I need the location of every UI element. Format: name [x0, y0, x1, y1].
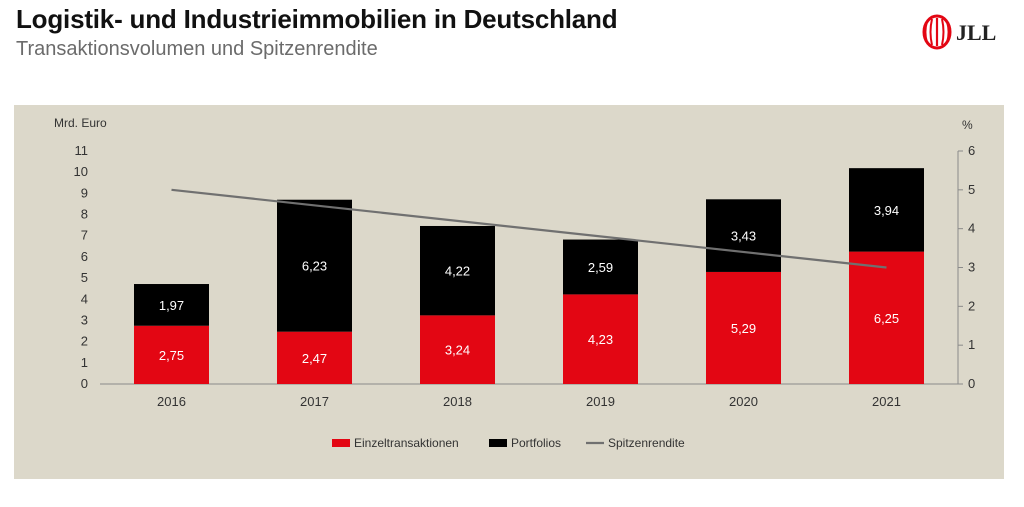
- x-axis-labels: 2016 2017 2018 2019 2020 2021: [157, 394, 901, 409]
- bar-portfolios: [849, 168, 924, 252]
- x-tick-label: 2020: [729, 394, 758, 409]
- y-tick-label: 7: [81, 228, 88, 243]
- bar-data-label: 3,94: [874, 203, 899, 218]
- chart-area: 0 1 2 3 4 5 6 7 8 9 10 11 0 1 2 3 4 5 6 2,75 1,97 2,47 6,23 3…: [14, 105, 1004, 479]
- bar-data-label: 1,97: [159, 298, 184, 313]
- y2-tick-label: 3: [968, 260, 975, 275]
- y-axis-unit-label: Mrd. Euro: [54, 116, 107, 130]
- rendite-line-layer: [171, 188, 887, 269]
- bar-data-label: 4,23: [588, 332, 613, 347]
- bar-einzeltransaktionen: [563, 294, 638, 384]
- x-tick-label: 2019: [586, 394, 615, 409]
- logo-text: JLL: [956, 20, 996, 45]
- y2-axis-unit-label: %: [962, 118, 973, 132]
- bar-portfolios: [706, 199, 781, 272]
- bar-data-label: 3,24: [445, 343, 470, 358]
- legend-label: Einzeltransaktionen: [354, 436, 459, 450]
- y2-tick-label: 5: [968, 182, 975, 197]
- bar-einzeltransaktionen: [420, 315, 495, 384]
- y-tick-label: 10: [74, 164, 88, 179]
- chart-subtitle: Transaktionsvolumen und Spitzenrendite: [16, 38, 378, 60]
- y-tick-label: 4: [81, 291, 88, 306]
- y2-tick-label: 0: [968, 376, 975, 391]
- legend-swatch-einzeltransaktionen: [332, 439, 350, 447]
- legend: Einzeltransaktionen Portfolios Spitzenrend…: [332, 436, 685, 450]
- y-tick-label: 0: [81, 376, 88, 391]
- bars: [134, 168, 924, 384]
- y-tick-label: 1: [81, 355, 88, 370]
- y-tick-label: 5: [81, 270, 88, 285]
- left-axis: 0 1 2 3 4 5 6 7 8 9 10 11: [74, 143, 88, 391]
- y-tick-label: 11: [75, 143, 89, 158]
- bar-data-label: 6,25: [874, 311, 899, 326]
- bar-einzeltransaktionen: [277, 331, 352, 384]
- spitzenrendite-line: [171, 188, 887, 269]
- bar-einzeltransaktionen: [706, 271, 781, 384]
- jll-logo-mark-icon: [922, 14, 952, 50]
- legend-swatch-portfolios: [489, 439, 507, 447]
- chart-svg: 0 1 2 3 4 5 6 7 8 9 10 11 0 1 2 3 4 5 6 2,75 1,97 2,47 6,23 3…: [54, 116, 975, 450]
- bar-data-label: 6,23: [302, 259, 327, 274]
- bar-data-label: 4,22: [445, 264, 470, 279]
- y2-tick-label: 6: [968, 143, 975, 158]
- bar-data-label: 2,47: [302, 351, 327, 366]
- bar-labels: 2,75 1,97 2,47 6,23 3,24 4,22 4,23 2,59 5,29 3,43…: [159, 203, 899, 366]
- legend-label: Portfolios: [511, 436, 561, 450]
- bar-einzeltransaktionen: [849, 251, 924, 384]
- y2-tick-label: 4: [968, 221, 975, 236]
- bar-data-label: 2,59: [588, 260, 613, 275]
- y2-tick-label: 2: [968, 298, 975, 313]
- y-tick-label: 8: [81, 207, 88, 222]
- bar-portfolios: [134, 284, 209, 326]
- bar-portfolios: [277, 199, 352, 332]
- x-tick-label: 2017: [300, 394, 329, 409]
- x-tick-label: 2021: [872, 394, 901, 409]
- y-tick-label: 3: [81, 312, 88, 327]
- bar-data-label: 5,29: [731, 321, 756, 336]
- right-axis: 0 1 2 3 4 5 6: [958, 143, 975, 391]
- chart-title: Logistik- und Industrieimmobilien in Deu…: [16, 4, 618, 34]
- y-tick-label: 6: [81, 249, 88, 264]
- y2-tick-label: 1: [968, 337, 975, 352]
- jll-logo: JLL: [918, 12, 1004, 52]
- y-tick-label: 2: [81, 334, 88, 349]
- bar-data-label: 2,75: [159, 348, 184, 363]
- legend-label: Spitzenrendite: [608, 436, 685, 450]
- bar-einzeltransaktionen: [134, 325, 209, 384]
- y-tick-label: 9: [81, 185, 88, 200]
- bar-portfolios: [420, 225, 495, 316]
- x-tick-label: 2018: [443, 394, 472, 409]
- bar-data-label: 3,43: [731, 229, 756, 244]
- bar-portfolios: [563, 239, 638, 295]
- x-tick-label: 2016: [157, 394, 186, 409]
